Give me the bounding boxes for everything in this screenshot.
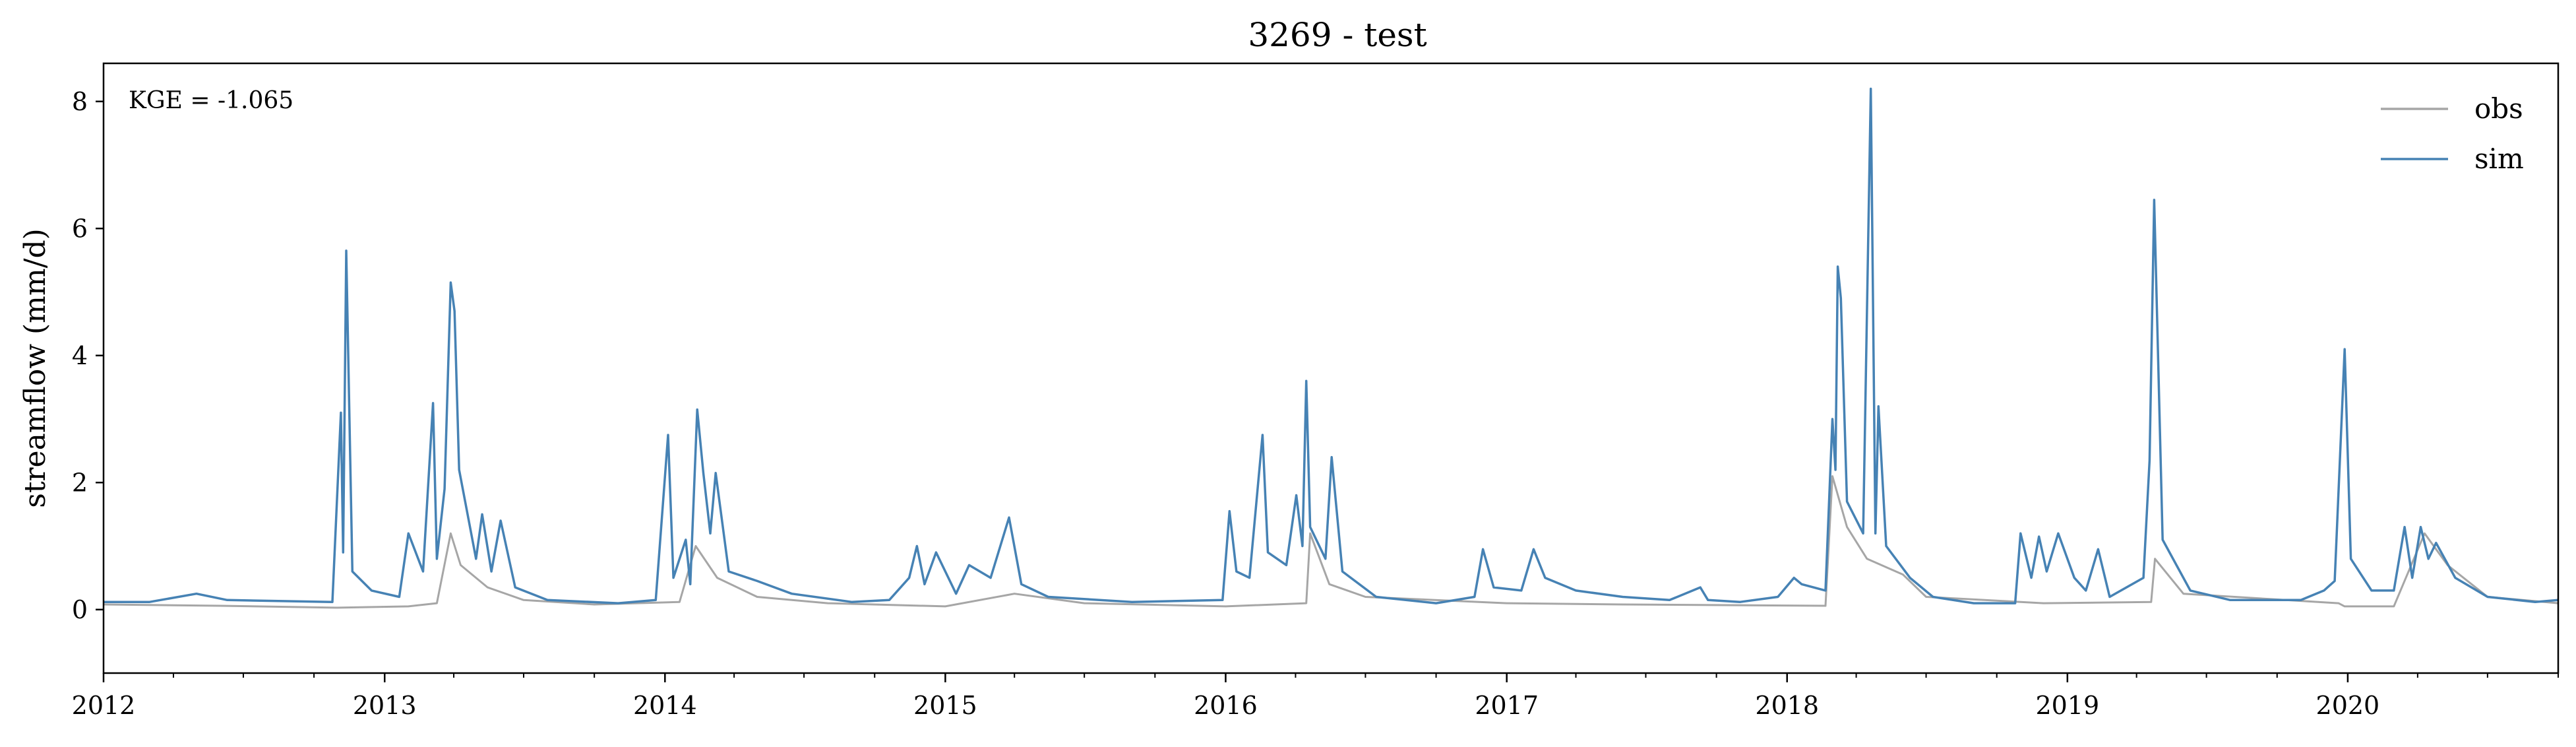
- x-tick-label: 2015: [913, 691, 977, 720]
- y-axis-label: streamflow (mm/d): [18, 228, 52, 508]
- kge-annotation: KGE = -1.065: [129, 87, 293, 114]
- y-tick-label: 8: [72, 87, 88, 116]
- legend-label-obs: obs: [2474, 92, 2523, 125]
- x-tick-label: 2012: [72, 691, 136, 720]
- series-line-sim: [104, 87, 2559, 604]
- y-tick-label: 0: [72, 595, 88, 624]
- x-tick-label: 2020: [2316, 691, 2380, 720]
- plot-area: [103, 87, 2559, 609]
- x-tick-label: 2016: [1194, 691, 1258, 720]
- y-axis: 0 2 4 6 8: [72, 87, 104, 624]
- x-tick-label: 2018: [1755, 691, 1819, 720]
- x-tick-label: 2013: [353, 691, 417, 720]
- y-tick-label: 6: [72, 214, 88, 243]
- legend-label-sim: sim: [2474, 143, 2524, 175]
- y-tick-label: 2: [72, 468, 88, 497]
- plot-frame: [102, 62, 2560, 674]
- x-tick-label: 2019: [2035, 691, 2099, 720]
- legend: obs sim: [2381, 92, 2524, 175]
- y-tick-label: 4: [72, 341, 88, 370]
- x-tick-label: 2014: [633, 691, 697, 720]
- chart-title: 3269 - test: [1248, 16, 1426, 54]
- x-tick-label: 2017: [1475, 691, 1539, 720]
- x-axis: 2012 2013 2014 2015 2016 2017 2018 2019 2020: [72, 673, 2559, 720]
